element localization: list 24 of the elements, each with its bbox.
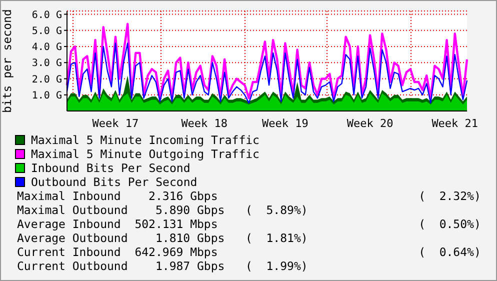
x-tick-label: Week 18 xyxy=(181,116,228,130)
text: Average Outbound 1.810 Gbps ( 1.81%) xyxy=(17,231,309,245)
line-series xyxy=(66,22,468,100)
line-series xyxy=(66,42,468,104)
x-tick-label: Week 17 xyxy=(92,116,139,130)
text: Maximal Outbound 5.890 Gbps ( 5.89%) xyxy=(17,203,309,217)
x-tick-label: Week 21 xyxy=(432,116,478,130)
text: Current Outbound 1.987 Gbps ( 1.99%) xyxy=(17,259,309,273)
x-tick-label: Week 19 xyxy=(262,116,308,130)
y-axis-title: bits per second xyxy=(0,9,14,113)
text: Average Inbound 502.131 Mbps ( 0.50%) xyxy=(17,217,482,231)
y-tick-label: 6.0 G xyxy=(32,10,62,21)
text: Maximal Inbound 2.316 Gbps ( 2.32%) xyxy=(17,189,482,203)
legend-label: Maximal 5 Minute Incoming Traffic xyxy=(31,133,260,147)
y-tick-label: 4.0 G xyxy=(32,42,62,54)
legend-label: Maximal 5 Minute Outgoing Traffic xyxy=(31,147,260,161)
y-tick-label: 3.0 G xyxy=(32,58,62,70)
y-tick-label: 2.0 G xyxy=(32,74,62,86)
y-tick-label: 5.0 G xyxy=(32,26,62,37)
legend-label: Inbound Bits Per Second xyxy=(31,161,190,175)
x-tick-label: Week 20 xyxy=(346,116,394,130)
text: Current Inbound 642.969 Mbps ( 0.64%) xyxy=(17,245,482,259)
y-tick-label: 1.0 G xyxy=(32,90,62,102)
legend-label: Outbound Bits Per Second xyxy=(31,175,198,189)
